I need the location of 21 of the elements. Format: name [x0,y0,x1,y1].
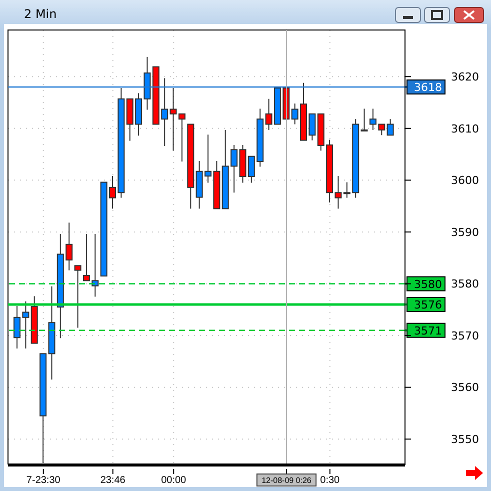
chart-title: 2 Min [24,7,57,21]
x-tick-label: 0:30 [320,475,340,486]
y-tick-label: 3580 [451,278,479,291]
y-tick-label: 3570 [451,329,479,342]
ref-line-label: 3576 [414,298,442,312]
x-tick-label: 23:46 [100,475,126,486]
x-tick-label: 00:00 [161,475,187,486]
y-tick-label: 3600 [451,174,479,188]
ref-line-label: 3580 [414,278,442,291]
candlestick [74,265,82,328]
x-tick-label: 7-23:30 [26,475,61,486]
y-tick-label: 3610 [451,122,479,136]
y-tick-label: 3590 [451,226,479,239]
y-tick-label: 3550 [451,433,479,446]
ref-line-label: 3571 [414,324,442,338]
candlestick [386,118,394,136]
ref-line-label: 3618 [414,80,442,94]
candlestick [360,108,368,132]
x-tick-label: 12-08-09 0:26 [262,476,312,485]
y-tick-label: 3620 [451,70,479,84]
y-tick-label: 3560 [451,381,479,394]
